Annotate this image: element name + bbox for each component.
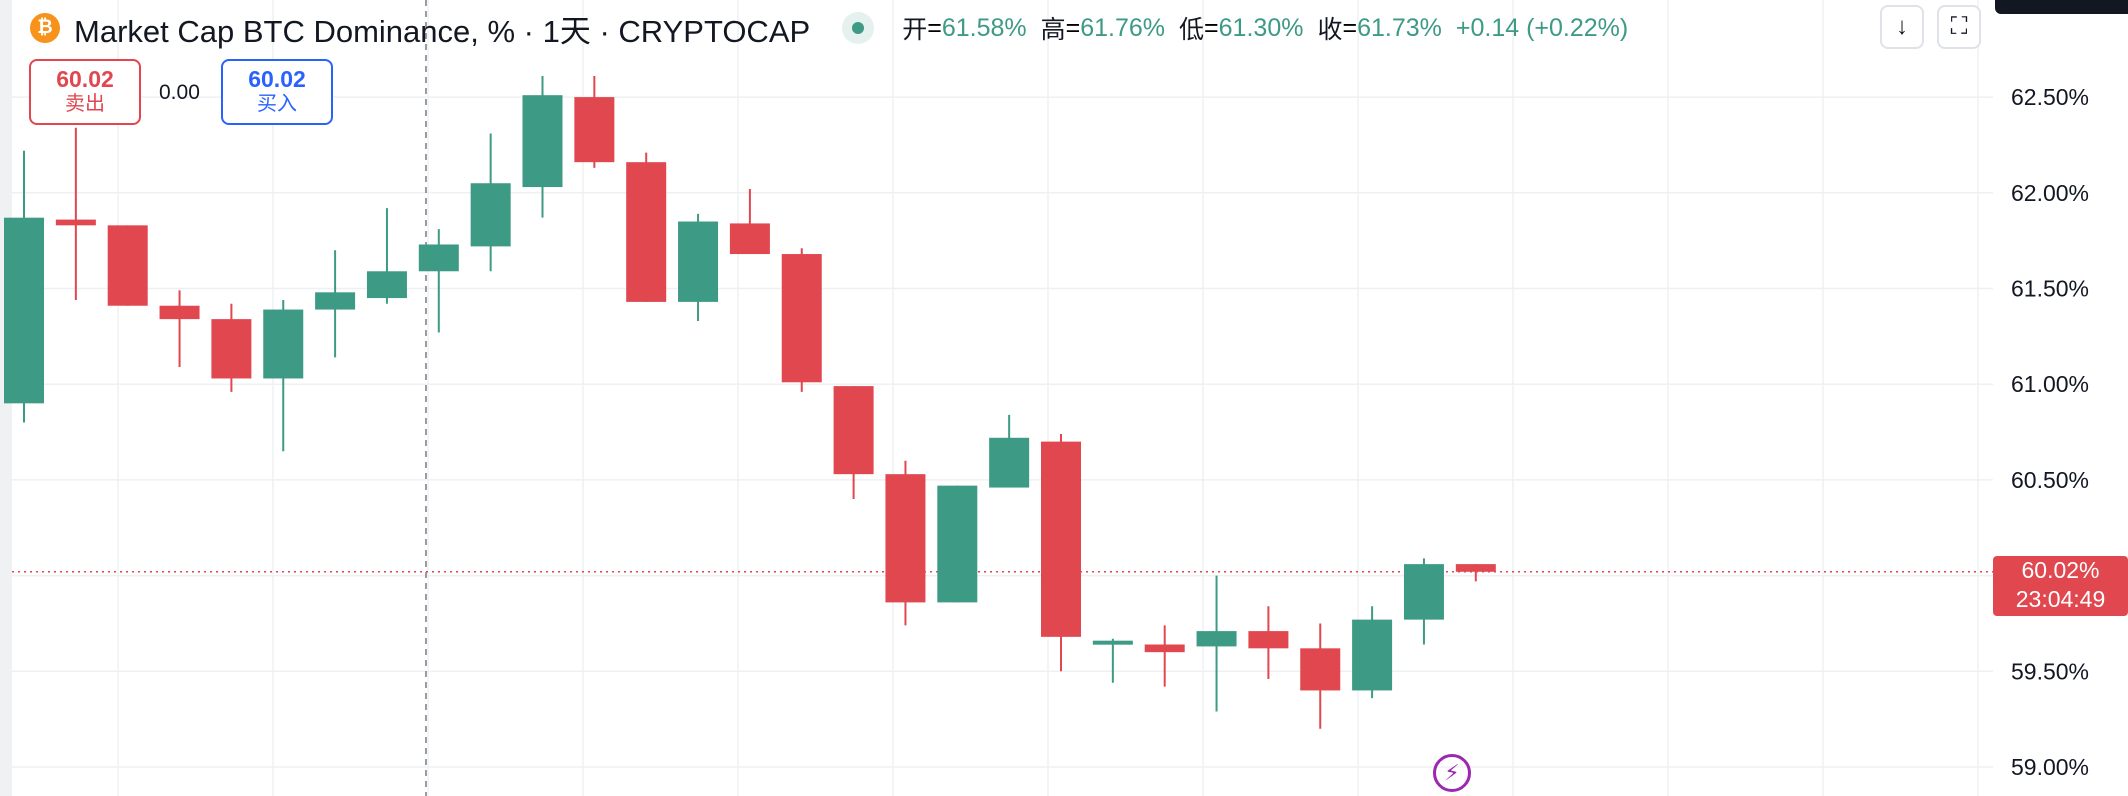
candle-body [1300, 648, 1341, 691]
candle [1248, 606, 1289, 679]
candle-body [833, 386, 874, 475]
fullscreen-button[interactable]: ⛶ [1937, 5, 1981, 49]
candle [418, 229, 459, 333]
candle-body [522, 95, 563, 188]
candle-body [1144, 644, 1185, 653]
bitcoin-icon: ₿ [30, 13, 60, 43]
candle-body [315, 292, 356, 310]
candle-body [937, 485, 978, 603]
low-label: 低 [1179, 16, 1205, 44]
high-label: 高 [1040, 16, 1066, 44]
price-axis[interactable]: 59.00%59.50%60.00%60.50%61.00%61.50%62.0… [2011, 84, 2089, 780]
buy-label: 买入 [257, 93, 297, 115]
candle [574, 76, 615, 168]
candle [678, 213, 719, 322]
candle-body [366, 271, 407, 299]
candle-body [211, 319, 252, 379]
lightning-icon[interactable]: ⚡ [1433, 754, 1471, 792]
candle [315, 250, 356, 358]
y-tick-label: 59.50% [2011, 658, 2089, 684]
candle [1403, 558, 1444, 645]
candle-body [626, 162, 667, 302]
y-tick-label: 59.00% [2011, 754, 2089, 780]
buy-button[interactable]: 60.02 买入 [221, 59, 333, 125]
sell-button[interactable]: 60.02 卖出 [29, 59, 141, 125]
candle [366, 208, 407, 304]
candle [263, 299, 304, 452]
sell-label: 卖出 [65, 93, 105, 115]
candle [1455, 564, 1496, 582]
chart-header: ₿ Market Cap BTC Dominance, % · 1天 · CRY… [30, 8, 1628, 49]
y-tick-label: 60.50% [2011, 467, 2089, 493]
candle-body [55, 219, 96, 226]
candle [885, 460, 926, 626]
y-tick-label: 61.50% [2011, 276, 2089, 302]
candle-body [263, 309, 304, 379]
candle-body [729, 223, 770, 255]
candle-body [1248, 631, 1289, 649]
sell-price: 60.02 [56, 66, 114, 92]
candle [470, 133, 511, 272]
candle-body [418, 244, 459, 272]
candle [55, 127, 96, 300]
candle-body [781, 254, 822, 383]
last-price-label: 60.02% 23:04:49 [1993, 556, 2128, 616]
candle [833, 386, 874, 500]
candle-body [4, 217, 44, 404]
candle [1041, 433, 1081, 672]
candle [626, 152, 667, 302]
candle [522, 76, 563, 218]
candle-body [1403, 564, 1444, 620]
y-tick-label: 62.00% [2011, 180, 2089, 206]
candle-body [574, 97, 615, 163]
candle-body [107, 225, 148, 306]
y-tick-label: 61.00% [2011, 371, 2089, 397]
candle-body [989, 437, 1030, 488]
candle-body [1041, 441, 1081, 637]
candle-body [1196, 631, 1237, 647]
high-value: 61.76% [1080, 13, 1166, 42]
fullscreen-icon: ⛶ [1950, 13, 1968, 40]
candle [937, 485, 978, 603]
candle [781, 248, 822, 392]
buy-price: 60.02 [248, 66, 306, 92]
candle [1196, 575, 1237, 712]
arrow-down-icon: ↓ [1896, 13, 1908, 40]
candle-body [1455, 564, 1496, 572]
candle [211, 303, 252, 392]
candle-body [1352, 619, 1393, 691]
low-value: 61.30% [1218, 13, 1304, 42]
candle [107, 225, 148, 306]
candle-body [470, 183, 511, 247]
last-price-value: 60.02% [2021, 557, 2100, 583]
candle [729, 188, 770, 255]
candle-body [159, 305, 200, 320]
bar-countdown: 23:04:49 [2015, 586, 2106, 612]
candle [4, 150, 44, 423]
candle [1300, 623, 1341, 729]
crosshair-price-tag [1995, 0, 2128, 14]
market-status-icon[interactable] [842, 12, 875, 44]
ohlc-legend: 开 = 61.58% 高 = 61.76% 低 = 61.30% 收 = 61.73% +0.1… [902, 10, 1628, 46]
open-value: 61.58% [941, 13, 1027, 42]
open-label: 开 [902, 16, 928, 44]
candles [4, 76, 1496, 729]
candle [989, 414, 1030, 488]
spread-value: 0.00 [159, 81, 200, 104]
close-label: 收 [1317, 16, 1343, 44]
close-value: 61.73% [1357, 13, 1442, 42]
candle-body [678, 221, 719, 302]
candle [1352, 606, 1393, 699]
download-button[interactable]: ↓ [1880, 5, 1924, 49]
candle-body [885, 474, 926, 603]
candle [159, 290, 200, 367]
candle [1144, 625, 1185, 687]
y-tick-label: 62.50% [2011, 84, 2089, 110]
candle-body [1092, 640, 1133, 645]
symbol-title[interactable]: Market Cap BTC Dominance, % · 1天 · CRYPT… [74, 13, 811, 49]
price-change: +0.14 (+0.22%) [1455, 13, 1629, 42]
candle [1092, 638, 1133, 683]
